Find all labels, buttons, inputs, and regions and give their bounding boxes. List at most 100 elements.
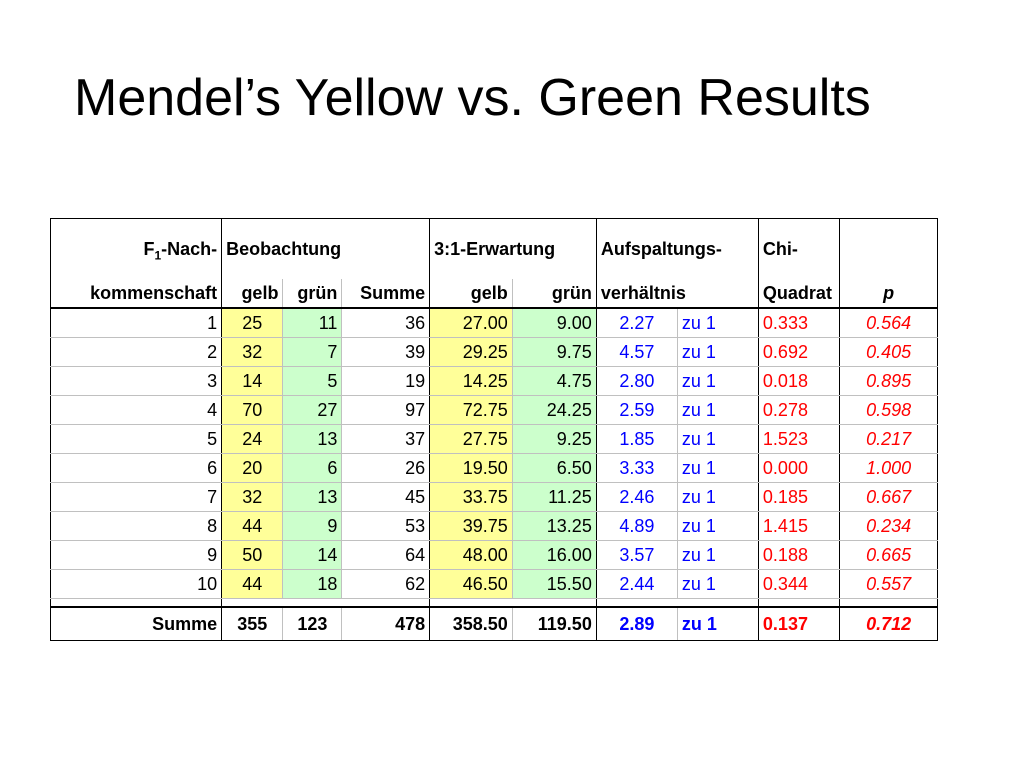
cell-p-value: 0.598 [838,395,939,425]
cell-ratio-suffix: zu 1 [677,569,759,599]
total-chi-square: 0.137 [757,606,840,641]
cell-ratio: 4.89 [595,511,678,541]
cell-exp-green: 24.25 [512,395,597,425]
cell-exp-yellow: 48.00 [429,540,513,570]
cell-obs-yellow: 70 [221,395,284,425]
cell-ratio-suffix: zu 1 [677,511,759,541]
header-chi: Quadrat [757,279,840,309]
cell-obs-yellow: 25 [221,308,284,338]
table-row: 6 20 6 26 19.50 6.50 3.33 zu 1 0.000 1.000 [49,453,1024,483]
header-chi-top: Chi- [757,218,840,279]
cell-obs-sum: 53 [341,511,430,541]
spacer-row [49,598,1024,608]
header-p-top [838,218,939,279]
cell-exp-green: 9.00 [512,308,597,338]
table-row: 5 24 13 37 27.75 9.25 1.85 zu 1 1.523 0.217 [49,424,1024,454]
cell-p-value: 0.667 [838,482,939,512]
header-exp-green: grün [512,279,597,309]
cell-ratio: 3.33 [595,453,678,483]
cell-obs-sum: 19 [341,366,430,396]
cell-ratio: 2.80 [595,366,678,396]
cell-ratio: 3.57 [595,540,678,570]
cell-obs-sum: 64 [341,540,430,570]
cell-obs-sum: 97 [341,395,430,425]
cell-obs-sum: 37 [341,424,430,454]
cell-chi-square: 1.523 [757,424,840,454]
cell-obs-yellow: 14 [221,366,284,396]
cell-p-value: 0.557 [838,569,939,599]
cell-ratio-suffix: zu 1 [677,482,759,512]
cell-offspring: 2 [49,337,223,367]
header-row-2: kommenschaft gelb grün Summe gelb grün v… [49,279,1024,309]
cell-obs-sum: 36 [341,308,430,338]
spacer-cell [341,598,430,608]
cell-chi-square: 0.333 [757,308,840,338]
cell-exp-green: 6.50 [512,453,597,483]
total-ratio: 2.89 [595,606,678,641]
cell-obs-yellow: 50 [221,540,284,570]
cell-exp-yellow: 27.75 [429,424,513,454]
cell-chi-square: 0.344 [757,569,840,599]
cell-exp-green: 13.25 [512,511,597,541]
cell-p-value: 0.895 [838,366,939,396]
cell-chi-square: 0.692 [757,337,840,367]
cell-exp-yellow: 46.50 [429,569,513,599]
header-obs-yellow: gelb [221,279,284,309]
cell-obs-green: 6 [282,453,343,483]
cell-obs-sum: 26 [341,453,430,483]
header-ratio: verhältnis [595,279,759,309]
spacer-cell [49,598,223,608]
spacer-cell [595,598,678,608]
cell-exp-yellow: 14.25 [429,366,513,396]
header-exp-yellow: gelb [429,279,513,309]
spacer-cell [282,598,342,608]
cell-obs-sum: 62 [341,569,430,599]
cell-exp-green: 11.25 [512,482,597,512]
header-row-1: F1-Nach- Beobachtung 3:1-Erwartung Aufsp… [49,218,1024,279]
spacer-cell [221,598,283,608]
cell-p-value: 1.000 [838,453,939,483]
cell-chi-square: 1.415 [757,511,840,541]
spacer-cell [429,598,513,608]
cell-offspring: 4 [49,395,223,425]
total-exp-green: 119.50 [512,606,597,641]
total-p-value: 0.712 [838,606,939,641]
cell-obs-green: 7 [282,337,343,367]
table-row: 9 50 14 64 48.00 16.00 3.57 zu 1 0.188 0.665 [49,540,1024,570]
table-row: 2 32 7 39 29.25 9.75 4.57 zu 1 0.692 0.405 [49,337,1024,367]
cell-obs-green: 13 [282,424,343,454]
cell-obs-green: 5 [282,366,343,396]
cell-p-value: 0.234 [838,511,939,541]
total-exp-yellow: 358.50 [429,606,513,641]
cell-ratio-suffix: zu 1 [677,424,759,454]
cell-obs-green: 27 [282,395,343,425]
cell-ratio-suffix: zu 1 [677,540,759,570]
cell-obs-sum: 45 [341,482,430,512]
cell-ratio-suffix: zu 1 [677,453,759,483]
cell-offspring: 8 [49,511,223,541]
cell-obs-green: 18 [282,569,343,599]
cell-offspring: 7 [49,482,223,512]
total-obs-yellow: 355 [221,606,284,641]
cell-ratio: 4.57 [595,337,678,367]
cell-exp-yellow: 19.50 [429,453,513,483]
total-label: Summe [49,606,223,641]
header-expectation: 3:1-Erwartung [429,218,597,279]
cell-offspring: 6 [49,453,223,483]
cell-offspring: 9 [49,540,223,570]
cell-obs-yellow: 44 [221,569,284,599]
header-offspring: kommenschaft [49,279,223,309]
cell-offspring: 5 [49,424,223,454]
cell-ratio: 1.85 [595,424,678,454]
total-obs-sum: 478 [341,606,430,641]
spacer-cell [838,598,939,608]
cell-p-value: 0.564 [838,308,939,338]
cell-chi-square: 0.278 [757,395,840,425]
cell-p-value: 0.665 [838,540,939,570]
table-row: 4 70 27 97 72.75 24.25 2.59 zu 1 0.278 0.598 [49,395,1024,425]
table-row: 8 44 9 53 39.75 13.25 4.89 zu 1 1.415 0.234 [49,511,1024,541]
cell-obs-green: 11 [282,308,343,338]
cell-ratio-suffix: zu 1 [677,366,759,396]
cell-ratio: 2.46 [595,482,678,512]
cell-obs-yellow: 24 [221,424,284,454]
